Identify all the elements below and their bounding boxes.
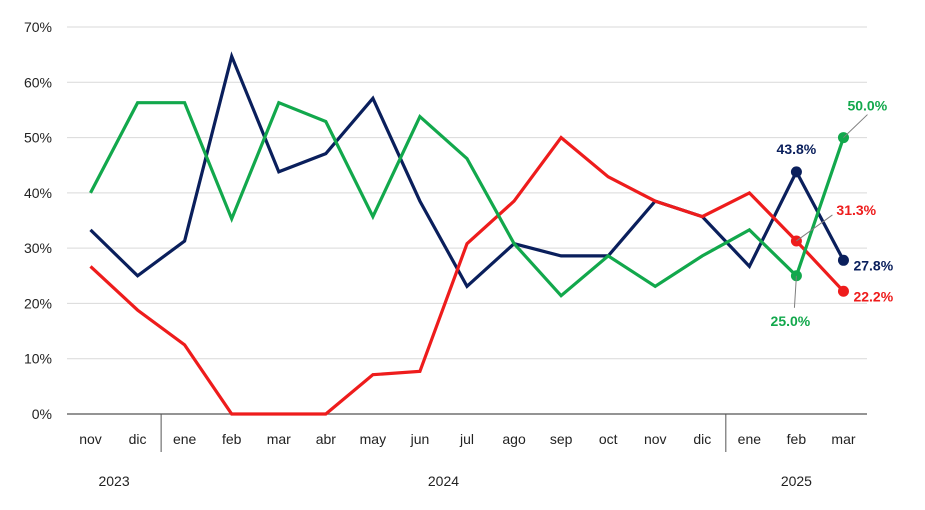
data-point [790,166,802,178]
data-point [837,254,849,266]
y-tick-label: 20% [24,295,52,311]
y-tick-label: 70% [24,19,52,35]
x-tick-label: ene [738,431,762,447]
x-tick-label: jul [459,431,474,447]
x-tick-label: may [360,431,386,447]
x-tick-label: ene [173,431,197,447]
leader-line [843,114,868,138]
x-tick-label: abr [316,431,337,447]
y-tick-label: 40% [24,185,52,201]
series-line-3 [89,100,846,298]
data-labels: 43.8% 27.8% 31.3% 22.2% 25.0% 50.0% [771,98,894,329]
x-tick-label: mar [831,431,855,447]
y-axis: 0% 10% 20% 30% 40% 50% 60% 70% [24,19,52,422]
year-label: 2024 [428,473,459,489]
series-lines [89,51,846,416]
y-tick-label: 30% [24,240,52,256]
data-label: 31.3% [836,202,876,218]
x-tick-label: feb [222,431,242,447]
leader-line [793,275,797,308]
x-tick-label: nov [79,431,102,447]
x-tick-label: oct [599,431,618,447]
series-line-1 [89,51,845,289]
x-tick-label: dic [693,431,711,447]
data-label: 43.8% [777,141,817,157]
x-tick-label: nov [644,431,667,447]
x-tick-label: ago [502,431,526,447]
x-tick-label: feb [787,431,807,447]
data-point [837,285,849,297]
y-tick-label: 10% [24,351,52,367]
data-label: 50.0% [847,98,887,114]
data-label: 27.8% [853,257,893,273]
x-tick-label: mar [267,431,291,447]
y-tick-label: 50% [24,130,52,146]
leader-line [796,214,833,242]
x-axis: nov dic ene feb mar abr may jun jul ago sep oct nov d… [67,413,867,489]
year-label: 2025 [781,473,812,489]
y-tick-label: 60% [24,74,52,90]
y-tick-label: 0% [32,406,52,422]
x-tick-label: sep [550,431,573,447]
series-line-2 [89,135,845,416]
x-tick-label: jun [410,431,430,447]
data-label: 25.0% [771,313,811,329]
year-label: 2023 [98,473,129,489]
data-label: 22.2% [853,288,893,304]
x-tick-label: dic [129,431,147,447]
